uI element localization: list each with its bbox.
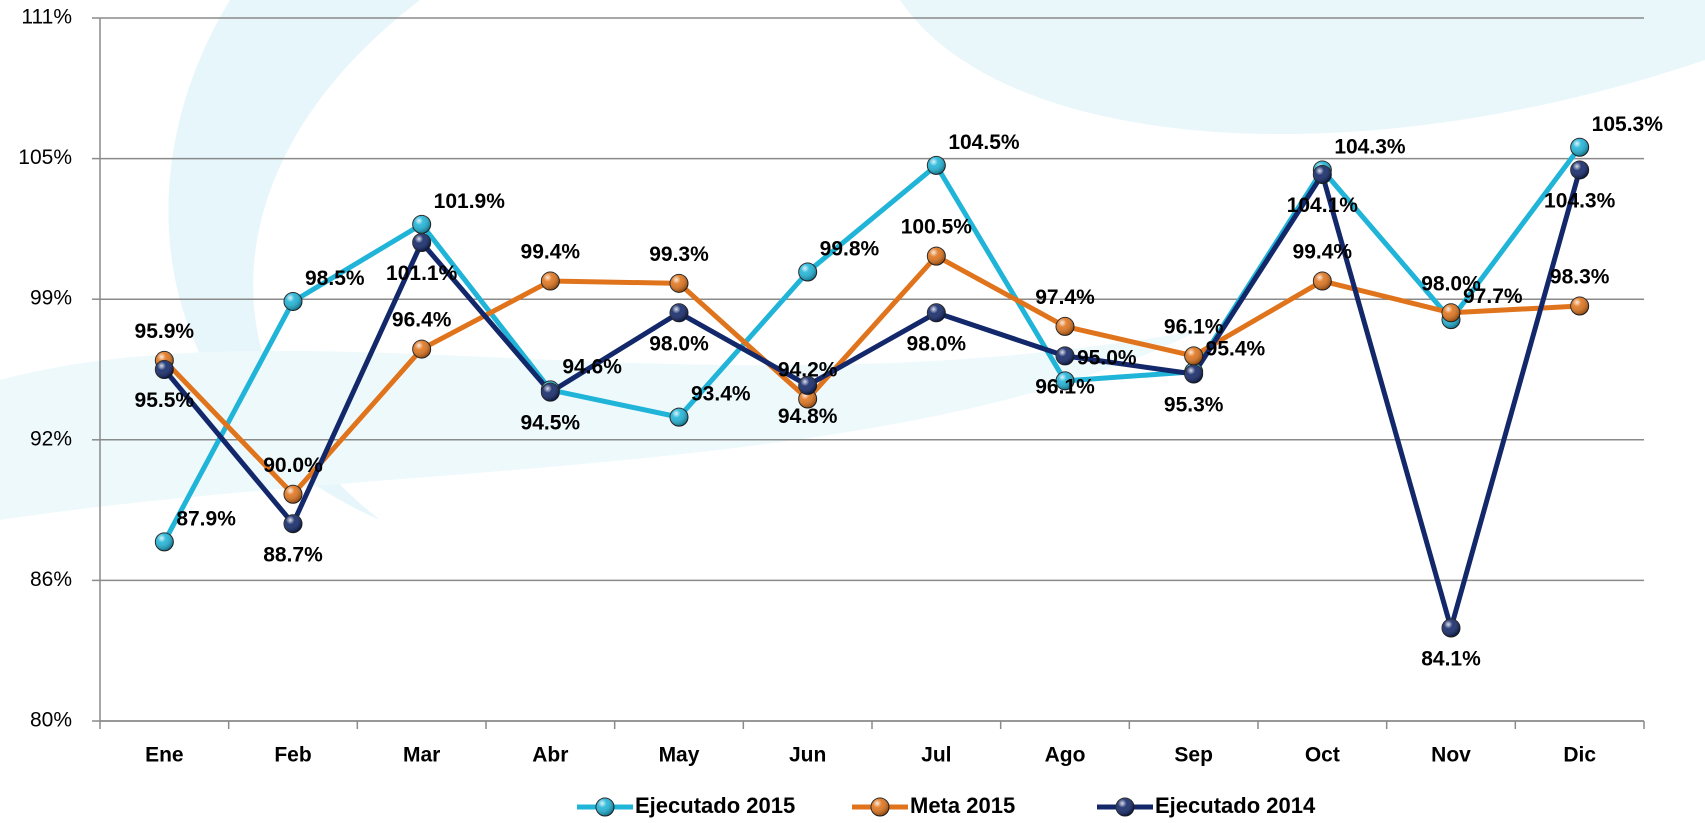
point-shine: [927, 247, 945, 265]
data-label: 100.5%: [901, 216, 973, 239]
data-label: 99.8%: [820, 238, 880, 261]
y-tick-label: 105%: [18, 146, 72, 169]
point-shine: [284, 292, 302, 310]
x-tick-label: Nov: [1431, 744, 1471, 767]
data-label: 93.4%: [691, 383, 751, 406]
y-tick-label: 80%: [30, 709, 72, 732]
point-shine: [413, 340, 431, 358]
data-label: 98.0%: [649, 332, 709, 355]
point-shine: [1571, 138, 1589, 156]
chart: 80% 86% 92% 99% 105% 111% Ene Feb Mar Abr May Jun Ju…: [0, 0, 1705, 823]
point-shine: [799, 376, 817, 394]
x-tick-label: Feb: [274, 744, 311, 767]
x-tick-label: Dic: [1563, 744, 1596, 767]
point-shine: [927, 156, 945, 174]
point-shine: [155, 533, 173, 551]
x-tick-label: Oct: [1305, 744, 1340, 767]
point-shine: [1313, 272, 1331, 290]
point-shine: [541, 383, 559, 401]
data-label: 99.4%: [1293, 241, 1353, 264]
data-label: 101.9%: [434, 190, 506, 213]
data-label: 98.3%: [1550, 266, 1610, 289]
data-label: 99.4%: [521, 241, 581, 264]
y-tick-label: 111%: [21, 6, 72, 29]
data-label: 95.4%: [1206, 337, 1266, 360]
background-swoosh: [900, 0, 1705, 134]
legend-label: Meta 2015: [910, 793, 1015, 818]
legend-shine: [871, 798, 889, 816]
point-shine: [284, 485, 302, 503]
data-label: 94.8%: [778, 405, 838, 428]
point-shine: [1442, 619, 1460, 637]
legend-shine: [1116, 798, 1134, 816]
data-label: 105.3%: [1592, 113, 1664, 136]
point-shine: [1185, 347, 1203, 365]
data-label: 94.6%: [562, 355, 622, 378]
x-tick-label: Sep: [1174, 744, 1213, 767]
point-shine: [799, 263, 817, 281]
y-tick-label: 86%: [30, 568, 72, 591]
x-tick-label: Jun: [789, 744, 826, 767]
point-shine: [1056, 317, 1074, 335]
point-shine: [413, 234, 431, 252]
data-label: 104.1%: [1287, 194, 1359, 217]
data-label: 98.0%: [1421, 272, 1481, 295]
point-shine: [155, 361, 173, 379]
point-shine: [1056, 347, 1074, 365]
x-tick-label: Ene: [145, 744, 184, 767]
point-shine: [670, 304, 688, 322]
x-tick-label: Abr: [532, 744, 568, 767]
point-shine: [541, 272, 559, 290]
data-label: 104.3%: [1544, 189, 1616, 212]
x-tick-label: May: [659, 744, 700, 767]
y-tick-label: 92%: [30, 427, 72, 450]
data-label: 96.4%: [392, 309, 452, 332]
legend-label: Ejecutado 2014: [1155, 793, 1316, 818]
x-tick-label: Mar: [403, 744, 440, 767]
data-label: 101.1%: [386, 262, 458, 285]
point-shine: [1571, 161, 1589, 179]
x-tick-label: Jul: [921, 744, 951, 767]
data-label: 104.3%: [1334, 135, 1406, 158]
data-label: 96.1%: [1164, 315, 1224, 338]
point-shine: [1185, 365, 1203, 383]
point-shine: [1571, 297, 1589, 315]
point-shine: [1313, 165, 1331, 183]
point-shine: [284, 515, 302, 533]
data-label: 95.5%: [135, 389, 195, 412]
point-shine: [413, 215, 431, 233]
y-tick-label: 99%: [30, 287, 72, 310]
point-shine: [1442, 304, 1460, 322]
data-label: 94.5%: [521, 412, 581, 435]
data-label: 84.1%: [1421, 648, 1481, 671]
data-label: 99.3%: [649, 243, 709, 266]
point-shine: [670, 408, 688, 426]
data-label: 96.1%: [1035, 375, 1095, 398]
legend-shine: [596, 798, 614, 816]
data-label: 104.5%: [948, 131, 1020, 154]
data-label: 95.3%: [1164, 394, 1224, 417]
data-label: 98.5%: [305, 267, 365, 290]
point-shine: [670, 274, 688, 292]
data-label: 95.0%: [1077, 346, 1137, 369]
legend-label: Ejecutado 2015: [635, 793, 795, 818]
data-label: 87.9%: [176, 507, 236, 530]
data-label: 97.4%: [1035, 286, 1095, 309]
data-label: 88.7%: [263, 543, 323, 566]
x-tick-label: Ago: [1045, 744, 1086, 767]
data-label: 90.0%: [263, 454, 323, 477]
data-label: 98.0%: [907, 332, 967, 355]
point-shine: [927, 304, 945, 322]
data-label: 95.9%: [135, 320, 195, 343]
